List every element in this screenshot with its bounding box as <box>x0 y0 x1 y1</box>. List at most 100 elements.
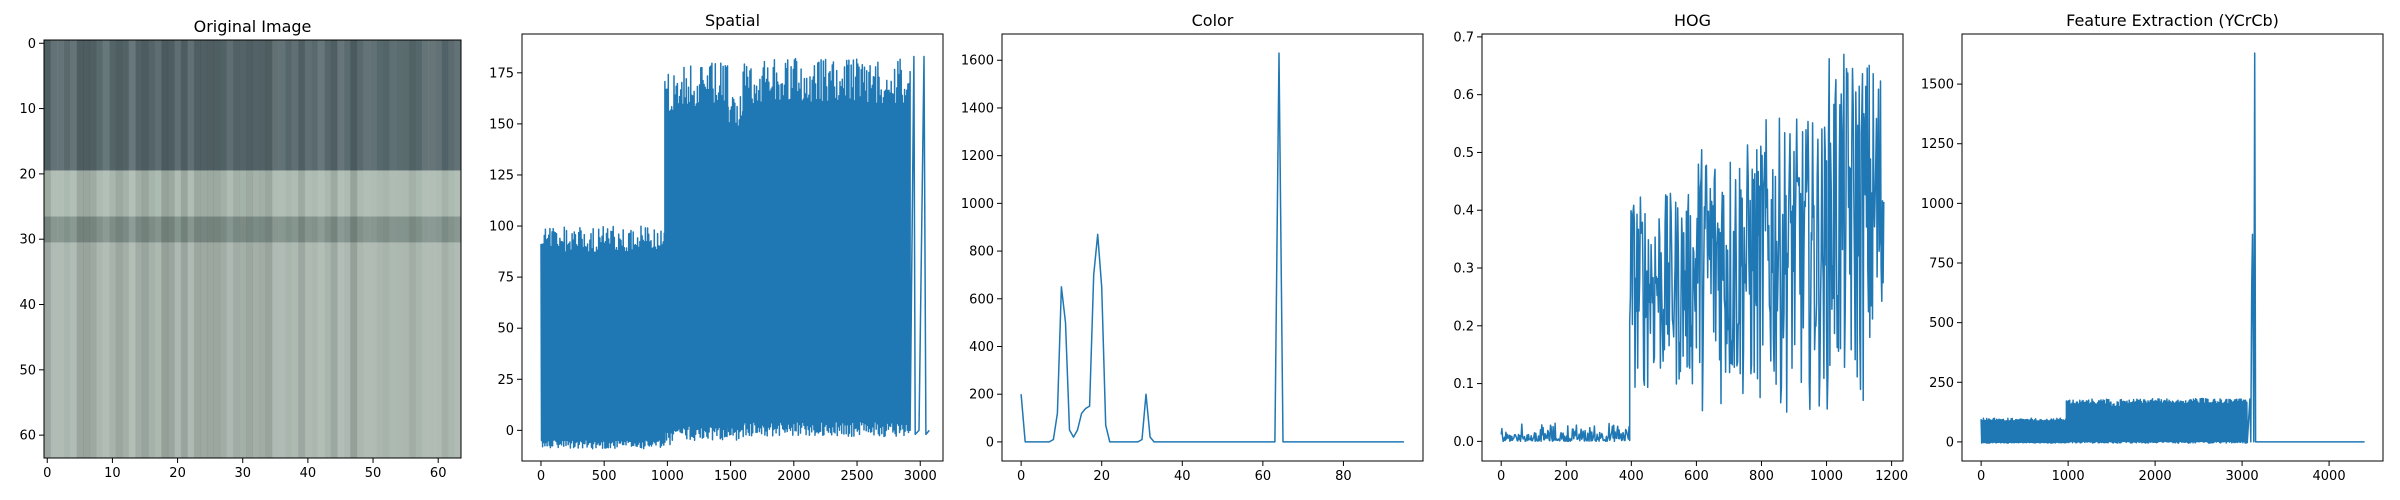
image-texture-column <box>253 40 260 458</box>
image-texture-column <box>350 40 358 458</box>
image-texture-column <box>272 40 280 458</box>
image-texture-column <box>115 40 123 458</box>
image-texture-column <box>324 40 331 458</box>
image-texture-column <box>219 40 227 458</box>
plot-area <box>540 55 930 450</box>
x-tick-label: 4000 <box>2313 469 2346 484</box>
y-tick-label: 250 <box>1929 376 1954 391</box>
y-tick-label: 0.2 <box>1453 319 1474 334</box>
image-texture-column <box>102 40 110 458</box>
image-band-3 <box>44 216 461 243</box>
chart-panel-2: 0 500 1000 1500 2000 2500 3000 0 25 50 75 100 125 150… <box>489 11 944 484</box>
image-texture-column <box>396 40 403 458</box>
image-texture-column <box>122 40 129 458</box>
x-tick-label: 2500 <box>840 469 873 484</box>
axes-frame <box>521 33 944 462</box>
image-texture-column <box>389 40 397 458</box>
image-texture-column <box>187 40 195 458</box>
y-tick-label: 200 <box>969 388 994 403</box>
y-tick-label: 1200 <box>961 149 994 164</box>
axes-frame <box>1001 33 1424 462</box>
image-texture-column <box>454 40 461 458</box>
series-line <box>1980 52 2365 444</box>
x-tick-label: 1000 <box>2052 469 2085 484</box>
y-tick-label: 50 <box>19 363 36 378</box>
image-texture-column <box>441 40 448 458</box>
chart-title: Original Image <box>194 17 312 36</box>
x-tick-label: 0 <box>1497 469 1505 484</box>
y-tick-label: 40 <box>19 298 36 313</box>
y-tick-label: 150 <box>489 117 514 132</box>
plot-area <box>1980 52 2365 444</box>
y-tick-label: 500 <box>1929 316 1954 331</box>
image-texture-column <box>141 40 149 458</box>
y-tick-label: 0 <box>506 424 514 439</box>
y-tick-label: 100 <box>489 220 514 235</box>
x-tick-label: 60 <box>1255 469 1272 484</box>
chart-panel-1: 0 10 20 30 40 50 60 0 10 20 30 40 50 60 Original Image <box>19 17 462 481</box>
y-tick-label: 0 <box>28 37 36 52</box>
y-tick-label: 600 <box>969 292 994 307</box>
image-texture-column <box>330 40 338 458</box>
image-texture-column <box>200 40 208 458</box>
x-tick-label: 1000 <box>1810 469 1843 484</box>
image-texture-column <box>109 40 116 458</box>
x-tick-label: 40 <box>300 466 317 481</box>
y-tick-label: 20 <box>19 167 36 182</box>
image-band-2 <box>44 170 461 217</box>
y-tick-label: 0.4 <box>1453 204 1474 219</box>
x-tick-label: 400 <box>1619 469 1644 484</box>
x-tick-label: 0 <box>43 466 51 481</box>
image-texture-column <box>148 40 155 458</box>
image-texture-column <box>239 40 246 458</box>
x-tick-label: 0 <box>1017 469 1025 484</box>
y-tick-label: 750 <box>1929 257 1954 272</box>
y-tick-label: 1250 <box>1921 137 1954 152</box>
y-tick-label: 0 <box>1946 435 1954 450</box>
x-tick-label: 0 <box>1977 469 1985 484</box>
image-texture-column <box>245 40 253 458</box>
chart-panel-4: 0 200 400 600 800 1000 1200 0.0 0.1 0.2 0.3 0.4 0.5 0… <box>1453 11 1908 484</box>
image-texture-column <box>89 40 97 458</box>
x-tick-label: 1500 <box>714 469 747 484</box>
y-tick-label: 30 <box>19 233 36 248</box>
x-tick-label: 30 <box>234 466 251 481</box>
image-texture-column <box>311 40 318 458</box>
image-texture-column <box>154 40 162 458</box>
series-line <box>1020 52 1404 443</box>
y-tick-label: 10 <box>19 102 36 117</box>
image-texture-column <box>174 40 182 458</box>
x-tick-label: 40 <box>1174 469 1191 484</box>
image-texture-column <box>193 40 201 458</box>
image-texture-column <box>278 40 286 458</box>
image-texture-column <box>70 40 78 458</box>
series-line <box>540 55 930 450</box>
y-tick-label: 60 <box>19 429 36 444</box>
image-texture-column <box>76 40 84 458</box>
image-texture-column <box>213 40 221 458</box>
x-tick-label: 3000 <box>2226 469 2259 484</box>
y-tick-label: 125 <box>489 168 514 183</box>
chart-title: HOG <box>1674 11 1711 30</box>
x-tick-label: 2000 <box>2139 469 2172 484</box>
image-texture-column <box>317 40 325 458</box>
y-tick-label: 400 <box>969 340 994 355</box>
image-texture-column <box>226 40 234 458</box>
image-texture-column <box>383 40 390 458</box>
chart-title: Spatial <box>705 11 760 30</box>
image-texture-column <box>434 40 442 458</box>
image-texture-column <box>57 40 65 458</box>
x-tick-label: 600 <box>1684 469 1709 484</box>
image-texture-column <box>83 40 91 458</box>
image-texture-column <box>167 40 175 458</box>
image-texture-column <box>408 40 416 458</box>
image-texture-column <box>232 40 240 458</box>
x-tick-label: 3000 <box>904 469 937 484</box>
image-texture-column <box>448 40 455 458</box>
axes-frame <box>43 39 462 459</box>
image-texture-column <box>128 40 136 458</box>
image-texture-column <box>64 40 71 458</box>
y-tick-label: 0 <box>986 435 994 450</box>
image-texture-column <box>428 40 436 458</box>
